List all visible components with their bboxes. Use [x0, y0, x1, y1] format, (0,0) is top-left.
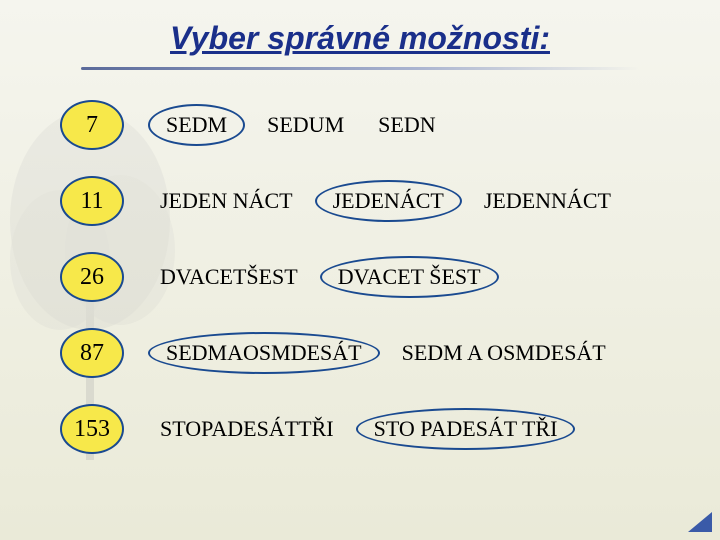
number-badge: 11 — [60, 176, 124, 226]
title-underline — [81, 67, 639, 70]
options-group: JEDEN NÁCT JEDENÁCT JEDENNÁCT — [148, 180, 623, 222]
options-group: STOPADESÁTTŘI STO PADESÁT TŘI — [148, 408, 575, 450]
slide-title: Vyber správné možnosti: — [50, 20, 670, 57]
option[interactable]: STOPADESÁTTŘI — [148, 412, 346, 446]
option[interactable]: SEDM A OSMDESÁT — [390, 336, 618, 370]
rows-container: 7 SEDM SEDUM SEDN 11 JEDEN NÁCT JEDENÁCT… — [50, 100, 670, 454]
row-26: 26 DVACETŠEST DVACET ŠEST — [60, 252, 670, 302]
option-correct[interactable]: SEDMAOSMDESÁT — [148, 332, 380, 374]
option[interactable]: DVACETŠEST — [148, 260, 310, 294]
option[interactable]: JEDENNÁCT — [472, 184, 623, 218]
option[interactable]: JEDEN NÁCT — [148, 184, 305, 218]
row-153: 153 STOPADESÁTTŘI STO PADESÁT TŘI — [60, 404, 670, 454]
option-correct[interactable]: DVACET ŠEST — [320, 256, 499, 298]
slide-container: Vyber správné možnosti: 7 SEDM SEDUM SED… — [0, 0, 720, 540]
option-correct[interactable]: SEDM — [148, 104, 245, 146]
number-badge: 153 — [60, 404, 124, 454]
number-badge: 26 — [60, 252, 124, 302]
option-correct[interactable]: JEDENÁCT — [315, 180, 462, 222]
options-group: SEDM SEDUM SEDN — [148, 104, 448, 146]
option[interactable]: SEDN — [366, 108, 447, 142]
option-correct[interactable]: STO PADESÁT TŘI — [356, 408, 576, 450]
options-group: SEDMAOSMDESÁT SEDM A OSMDESÁT — [148, 332, 618, 374]
options-group: DVACETŠEST DVACET ŠEST — [148, 256, 499, 298]
number-badge: 7 — [60, 100, 124, 150]
row-7: 7 SEDM SEDUM SEDN — [60, 100, 670, 150]
next-slide-arrow-icon[interactable] — [688, 512, 712, 532]
row-87: 87 SEDMAOSMDESÁT SEDM A OSMDESÁT — [60, 328, 670, 378]
option[interactable]: SEDUM — [255, 108, 356, 142]
row-11: 11 JEDEN NÁCT JEDENÁCT JEDENNÁCT — [60, 176, 670, 226]
number-badge: 87 — [60, 328, 124, 378]
